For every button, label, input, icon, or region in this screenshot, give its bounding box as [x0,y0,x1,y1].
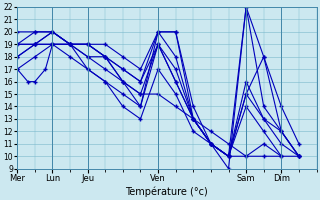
X-axis label: Température (°c): Température (°c) [125,186,208,197]
